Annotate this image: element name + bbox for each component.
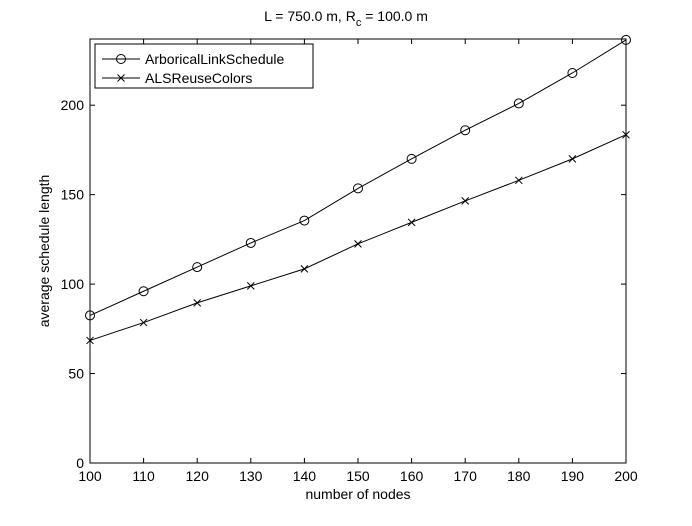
y-tick-label: 50 [68,366,84,382]
data-point-1 [460,125,471,136]
legend-label: ArboricalLinkSchedule [145,51,285,67]
data-point-2 [622,130,630,139]
y-tick-label: 0 [76,455,84,471]
data-point-2 [300,265,309,273]
data-point-1 [353,183,363,194]
series-layer [85,34,631,345]
x-tick-label: 100 [78,468,102,484]
x-tick-label: 140 [293,468,317,484]
data-point-2 [246,282,255,290]
data-point-1 [406,153,417,164]
y-tick-label: 150 [61,187,85,203]
data-point-2 [193,299,202,307]
axis-ticks: 100 110 120 130 140 150 160 170 180 190 200 0 50 100 1… [61,39,638,484]
data-point-1 [192,262,203,273]
x-tick-label: 170 [454,468,478,484]
x-tick-label: 150 [346,468,370,484]
chart-title-main: L = 750.0 m, R [264,8,356,24]
legend-marker [117,74,125,82]
x-tick-label: 130 [239,468,263,484]
data-point-1 [513,98,524,109]
data-point-2 [461,197,470,205]
data-point-2 [568,155,577,163]
data-point-2 [514,176,523,185]
x-tick-label: 190 [561,468,585,484]
chart-title: L = 750.0 m, Rc = 100.0 m [264,8,428,29]
legend-label: ALSReuseColors [145,70,252,86]
x-axis-label: number of nodes [305,486,410,502]
data-point-2 [86,336,94,345]
data-point-1 [138,286,149,297]
data-point-1 [299,215,310,226]
legend-box [94,43,314,89]
y-tick-label: 200 [61,97,85,113]
data-point-1 [245,237,256,248]
chart-title-suffix: = 100.0 m [361,8,428,24]
y-axis-label: average schedule length [36,175,52,328]
x-tick-label: 180 [507,468,531,484]
data-point-2 [139,318,148,327]
x-tick-label: 200 [614,468,638,484]
x-tick-label: 120 [186,468,210,484]
chart-title-subscript: c [356,17,362,29]
x-tick-label: 110 [132,468,155,484]
y-tick-label: 100 [61,276,85,292]
x-tick-label: 160 [400,468,424,484]
plot-area [89,38,627,464]
series-line-1 [89,39,627,316]
data-point-1 [85,310,95,321]
data-point-2 [407,218,416,227]
legend: ArboricalLinkSchedule ALSReuseColors [94,43,314,89]
data-point-1 [567,67,578,78]
data-point-2 [354,239,362,248]
legend-marker [116,54,126,64]
data-point-1 [621,34,631,45]
